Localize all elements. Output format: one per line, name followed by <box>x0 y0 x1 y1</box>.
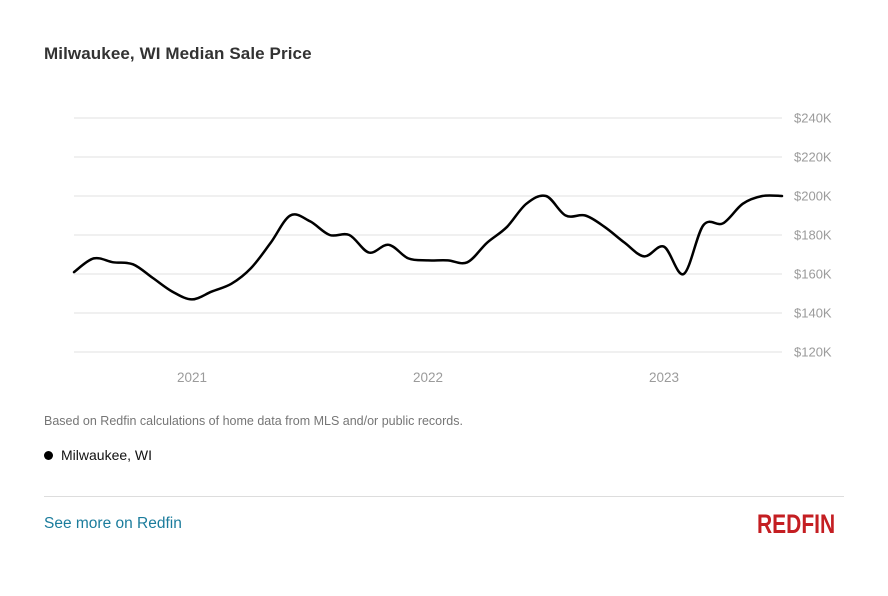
legend: Milwaukee, WI <box>44 447 152 463</box>
redfin-logo[interactable]: REDFIN <box>757 509 836 540</box>
data-source-caption: Based on Redfin calculations of home dat… <box>44 414 463 428</box>
see-more-link[interactable]: See more on Redfin <box>44 515 182 532</box>
y-tick-label: $140K <box>794 306 832 321</box>
price-line[interactable] <box>72 194 784 301</box>
x-tick-label: 2022 <box>413 370 443 385</box>
y-tick-label: $220K <box>794 150 832 165</box>
legend-label: Milwaukee, WI <box>61 447 153 463</box>
x-tick-label: 2023 <box>649 370 679 385</box>
footer-divider <box>44 496 844 497</box>
y-tick-label: $160K <box>794 267 832 282</box>
x-tick-label: 2021 <box>177 370 207 385</box>
y-tick-label: $120K <box>794 345 832 360</box>
y-tick-label: $200K <box>794 189 832 204</box>
median-sale-price-chart: $240K $220K $200K $180K $160K $140K $120K 2021 2… <box>72 111 832 385</box>
page-title: Milwaukee, WI Median Sale Price <box>44 44 312 63</box>
y-tick-label: $240K <box>794 111 832 126</box>
y-tick-label: $180K <box>794 228 832 243</box>
legend-dot-icon <box>44 450 53 460</box>
